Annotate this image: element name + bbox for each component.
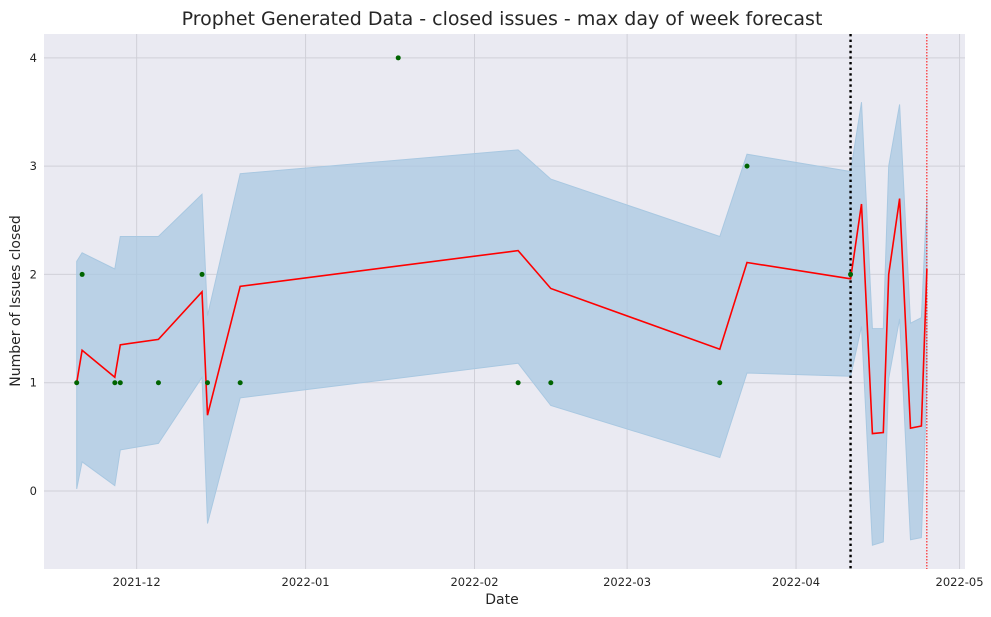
y-tick-label: 3 <box>30 159 37 173</box>
vertical-lines <box>849 34 928 569</box>
observed-points <box>74 55 854 386</box>
observed-point <box>848 271 854 277</box>
x-tick-label: 2022-03 <box>603 575 651 589</box>
x-tick-label: 2022-01 <box>282 575 330 589</box>
x-tick-label: 2022-04 <box>772 575 820 589</box>
observed-point <box>515 380 521 386</box>
x-tick-label: 2021-12 <box>113 575 161 589</box>
y-tick-labels: 0 1 2 3 4 <box>30 51 37 498</box>
observed-point <box>155 380 161 386</box>
observed-point <box>548 380 554 386</box>
y-tick-label: 1 <box>30 376 37 390</box>
observed-point <box>744 163 750 169</box>
y-tick-label: 4 <box>30 51 37 65</box>
x-tick-label: 2022-02 <box>450 575 498 589</box>
observed-point <box>199 271 205 277</box>
x-axis-label: Date <box>485 592 518 608</box>
forecast-line-group <box>75 198 928 435</box>
chart-title: Prophet Generated Data - closed issues -… <box>182 8 823 30</box>
y-tick-label: 0 <box>30 484 37 498</box>
observed-point <box>74 380 80 386</box>
observed-point <box>237 380 243 386</box>
y-axis-label: Number of Issues closed <box>8 215 24 387</box>
x-tick-label: 2022-05 <box>936 575 984 589</box>
observed-point <box>204 380 210 386</box>
y-tick-label: 2 <box>30 267 37 281</box>
observed-point <box>112 380 118 386</box>
observed-point <box>117 380 123 386</box>
forecast-line <box>75 198 928 435</box>
observed-point <box>395 55 401 61</box>
observed-point <box>717 380 723 386</box>
x-tick-labels: 2021-12 2022-01 2022-02 2022-03 2022-04 2022-… <box>113 575 984 589</box>
observed-point <box>79 271 85 277</box>
